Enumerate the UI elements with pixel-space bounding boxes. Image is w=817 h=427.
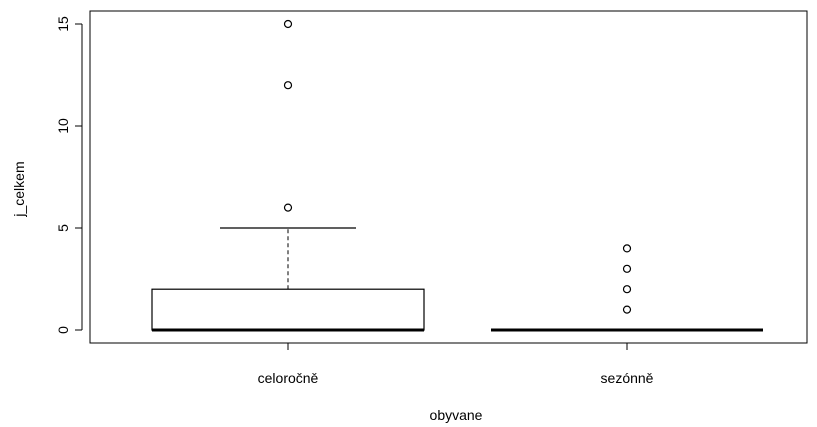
outlier-point bbox=[624, 286, 631, 293]
x-tick-label: celoročně bbox=[258, 370, 319, 386]
plot-frame bbox=[90, 11, 807, 343]
outlier-point bbox=[285, 82, 292, 89]
box-iqr bbox=[152, 289, 424, 330]
y-tick-label: 15 bbox=[55, 16, 71, 32]
box-series bbox=[152, 21, 763, 331]
x-axis-label: obyvane bbox=[430, 407, 483, 423]
y-tick-label: 5 bbox=[55, 224, 71, 232]
outlier-point bbox=[624, 245, 631, 252]
x-axis: celoročně sezónně bbox=[258, 343, 654, 386]
y-axis-label: j_celkem bbox=[11, 161, 27, 217]
outlier-point bbox=[285, 21, 292, 28]
x-tick-label: sezónně bbox=[601, 370, 654, 386]
y-axis: 0 5 10 15 bbox=[55, 16, 82, 334]
y-tick-label: 0 bbox=[55, 326, 71, 334]
outlier-point bbox=[285, 204, 292, 211]
outlier-point bbox=[624, 265, 631, 272]
y-tick-label: 10 bbox=[55, 118, 71, 134]
box-group bbox=[152, 21, 424, 331]
outlier-point bbox=[624, 306, 631, 313]
box-group bbox=[491, 245, 763, 330]
